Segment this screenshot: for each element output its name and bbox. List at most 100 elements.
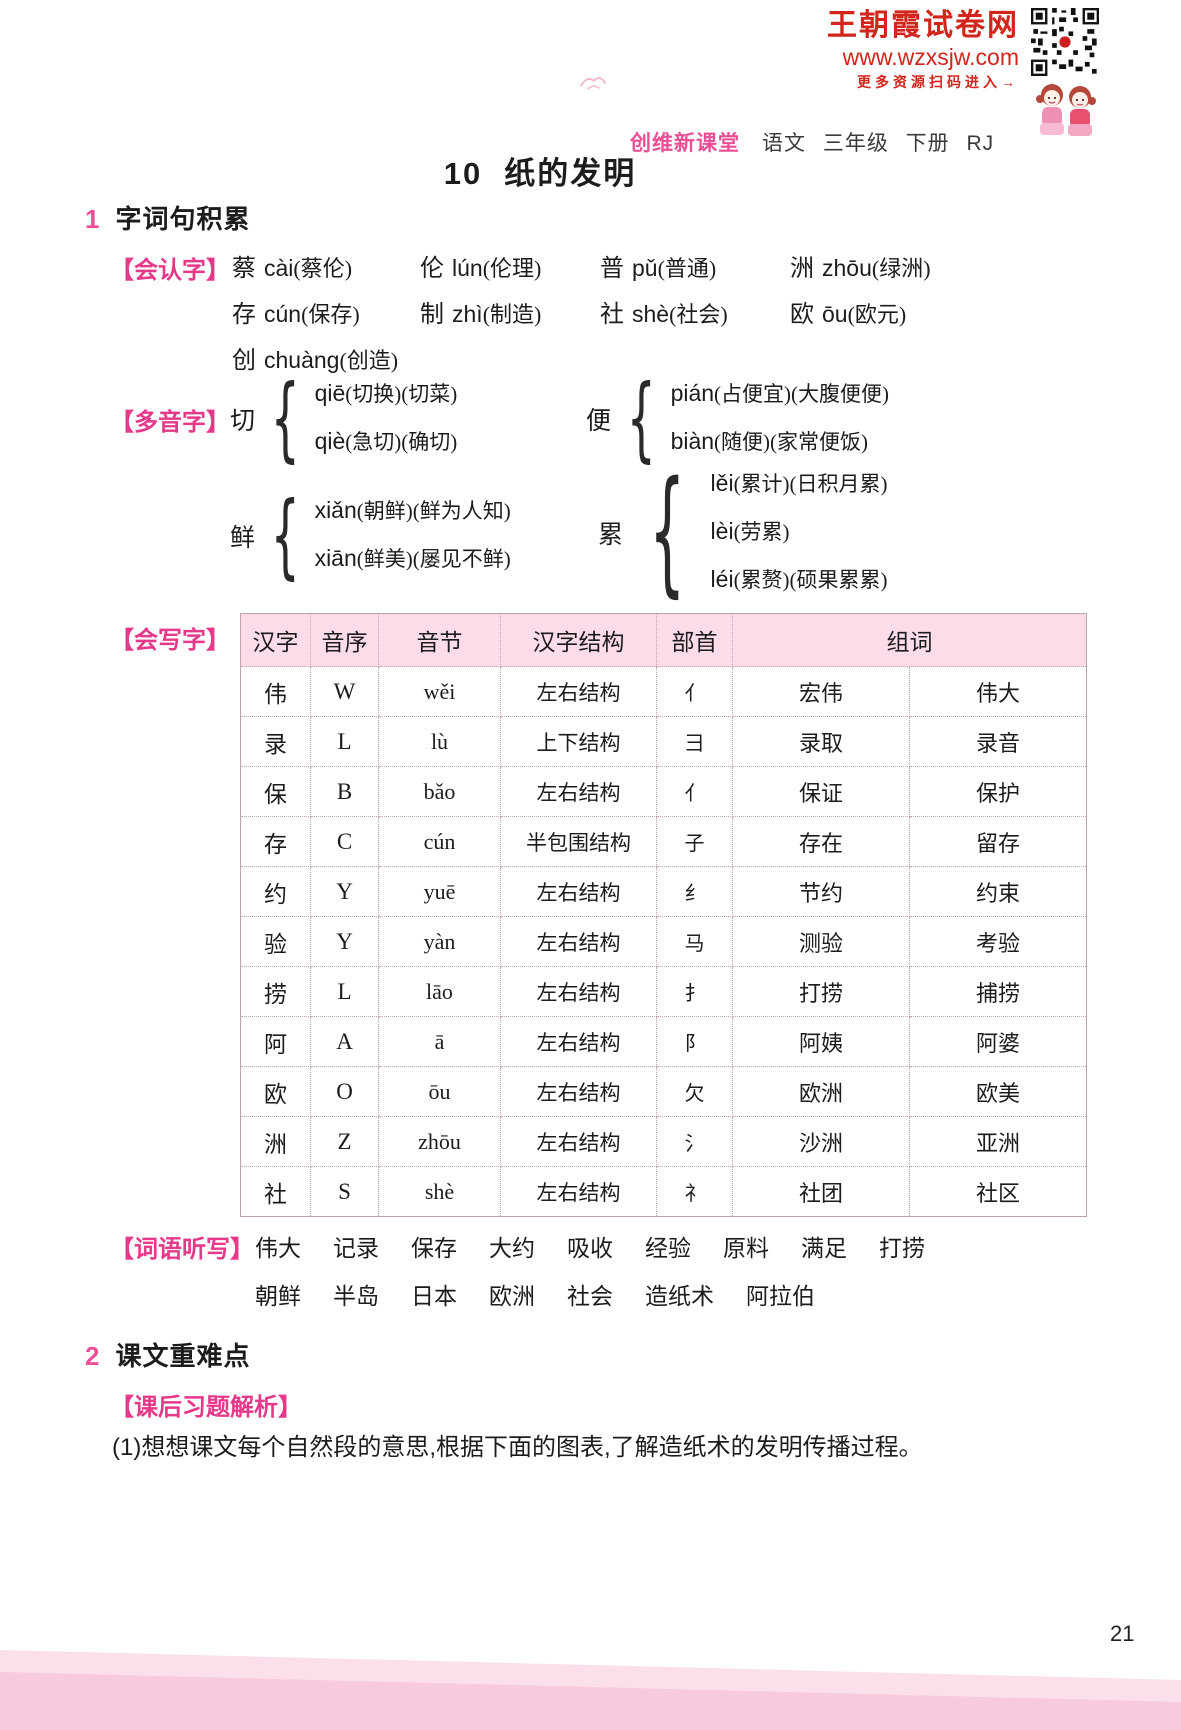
example-words: (鲜美)(屡见不鲜) bbox=[356, 547, 511, 571]
cell-zuci: 沙洲 bbox=[732, 1116, 910, 1167]
cell-yinjie: yuē bbox=[378, 866, 501, 917]
reading-line: pián(占便宜)(大腹便便) bbox=[671, 371, 889, 419]
cell-bushou: 马 bbox=[656, 916, 733, 967]
hanzi: 洲 bbox=[790, 256, 814, 282]
cell-bushou: 扌 bbox=[656, 966, 733, 1017]
cell-bushou: 子 bbox=[656, 816, 733, 867]
hanzi: 制 bbox=[420, 302, 444, 328]
cell-zuci: 宏伟 bbox=[732, 666, 910, 717]
col-header-bushou: 部首 bbox=[656, 613, 733, 667]
example-word: (伦理) bbox=[482, 256, 542, 281]
two-girls-mascot-icon bbox=[1036, 84, 1096, 136]
cell-zuci: 留存 bbox=[909, 816, 1087, 867]
cell-yinxu: L bbox=[310, 966, 379, 1017]
word: 原料 bbox=[723, 1236, 769, 1261]
list-item: 普 pǔ(普通) bbox=[600, 247, 790, 293]
pinyin: qiè bbox=[314, 428, 346, 454]
cell-zuci: 欧洲 bbox=[732, 1066, 910, 1117]
example-words: (切换)(切菜) bbox=[345, 382, 458, 406]
cell-bushou: 氵 bbox=[656, 1116, 733, 1167]
cell-zuci: 亚洲 bbox=[909, 1116, 1087, 1167]
cell-hanzi: 欧 bbox=[240, 1066, 311, 1117]
cell-zuci: 保证 bbox=[732, 766, 910, 817]
col-header-zuci: 组词 bbox=[732, 613, 1087, 667]
cell-hanzi: 验 bbox=[240, 916, 311, 967]
reading-line: qiè(急切)(确切) bbox=[315, 419, 458, 467]
cell-hanzi: 保 bbox=[240, 766, 311, 817]
cell-yinxu: A bbox=[310, 1016, 379, 1067]
label-hui-xie-zi: 【会写字】 bbox=[110, 627, 230, 654]
hanzi: 欧 bbox=[790, 302, 814, 328]
list-item: 社 shè(社会) bbox=[600, 293, 790, 339]
edition-line: 创维新课堂 语文 三年级 下册 RJ bbox=[630, 127, 994, 157]
cell-bushou: 纟 bbox=[656, 866, 733, 917]
cell-hanzi: 录 bbox=[240, 716, 311, 767]
polyphone-group: 切 { qiē(切换)(切菜) qiè(急切)(确切) bbox=[230, 371, 457, 467]
cell-zuci: 测验 bbox=[732, 916, 910, 967]
cell-yinjie: ōu bbox=[378, 1066, 501, 1117]
cell-yinjie: bǎo bbox=[378, 766, 501, 817]
cell-hanzi: 伟 bbox=[240, 666, 311, 717]
dictation-words-row-1: 伟大 记录 保存 大约 吸收 经验 原料 满足 打捞 bbox=[255, 1229, 925, 1263]
publisher-logo-block: 王朝霞试卷网 www.wzxsjw.com 更多资源扫码进入→ bbox=[827, 8, 1101, 141]
cell-zuci: 存在 bbox=[732, 816, 910, 867]
label-ting-xie: 【词语听写】 bbox=[110, 1236, 254, 1263]
pinyin: xiǎn bbox=[314, 497, 357, 523]
word: 经验 bbox=[645, 1236, 691, 1261]
list-item: 创 chuàng(创造) bbox=[232, 339, 420, 385]
hui-ren-zi-list: 蔡 cài(蔡伦) 伦 lún(伦理) 普 pǔ(普通) 洲 zhōu(绿洲) 存 cún… bbox=[232, 247, 1022, 385]
col-header-yinxu: 音序 bbox=[310, 613, 379, 667]
edition-info: 语文 三年级 下册 RJ bbox=[762, 132, 995, 155]
word: 保存 bbox=[411, 1236, 457, 1261]
pinyin: lún bbox=[452, 255, 483, 281]
reading-line: xiǎn(朝鲜)(鲜为人知) bbox=[315, 488, 511, 536]
label-hui-ren-zi: 【会认字】 bbox=[110, 257, 230, 284]
cell-yinxu: L bbox=[310, 716, 379, 767]
word: 伟大 bbox=[255, 1236, 301, 1261]
cell-yinxu: Z bbox=[310, 1116, 379, 1167]
polyphone-group: 鲜 { xiǎn(朝鲜)(鲜为人知) xiān(鲜美)(屡见不鲜) bbox=[230, 488, 511, 584]
polyphone-group: 便 { pián(占便宜)(大腹便便) biàn(随便)(家常便饭) bbox=[586, 371, 889, 467]
word: 欧洲 bbox=[489, 1284, 535, 1309]
pinyin: léi bbox=[710, 566, 734, 592]
polyphone-group: 累 { lěi(累计)(日积月累) lèi(劳累) léi(累赘)(硕果累累) bbox=[598, 461, 888, 605]
cell-hanzi: 捞 bbox=[240, 966, 311, 1017]
example-words: (急切)(确切) bbox=[345, 430, 458, 454]
qr-code-icon bbox=[1031, 8, 1099, 76]
pinyin: cài bbox=[264, 255, 294, 281]
reading-line: lěi(累计)(日积月累) bbox=[711, 461, 888, 509]
cell-zuci: 社区 bbox=[909, 1166, 1087, 1217]
pinyin: chuàng bbox=[264, 347, 340, 373]
col-header-hanzi: 汉字 bbox=[240, 613, 311, 667]
section-2-heading: 2 课文重难点 bbox=[85, 1336, 250, 1373]
cell-jiegou: 左右结构 bbox=[500, 766, 657, 817]
lesson-title-text: 纸的发明 bbox=[504, 156, 637, 191]
example-word: (保存) bbox=[301, 302, 360, 327]
col-header-yinjie: 音节 bbox=[378, 613, 501, 667]
cell-yinxu: S bbox=[310, 1166, 379, 1217]
cell-bushou: 礻 bbox=[656, 1166, 733, 1217]
section-1-number: 1 bbox=[85, 204, 101, 234]
label-ke-hou-xi-ti: 【课后习题解析】 bbox=[110, 1394, 302, 1421]
cell-jiegou: 左右结构 bbox=[500, 866, 657, 917]
word: 打捞 bbox=[879, 1236, 925, 1261]
cell-jiegou: 左右结构 bbox=[500, 1116, 657, 1167]
cell-yinjie: cún bbox=[378, 816, 501, 867]
hanzi: 切 bbox=[230, 408, 256, 435]
cell-bushou: 亻 bbox=[656, 766, 733, 817]
cell-jiegou: 半包围结构 bbox=[500, 816, 657, 867]
logo-right-column bbox=[1029, 8, 1101, 141]
cell-zuci: 约束 bbox=[909, 866, 1087, 917]
cell-zuci: 保护 bbox=[909, 766, 1087, 817]
example-word: (普通) bbox=[657, 256, 717, 281]
word: 满足 bbox=[801, 1236, 847, 1261]
hanzi: 创 bbox=[232, 348, 256, 374]
word: 朝鲜 bbox=[255, 1284, 301, 1309]
example-words: (累赘)(硕果累累) bbox=[733, 568, 888, 592]
